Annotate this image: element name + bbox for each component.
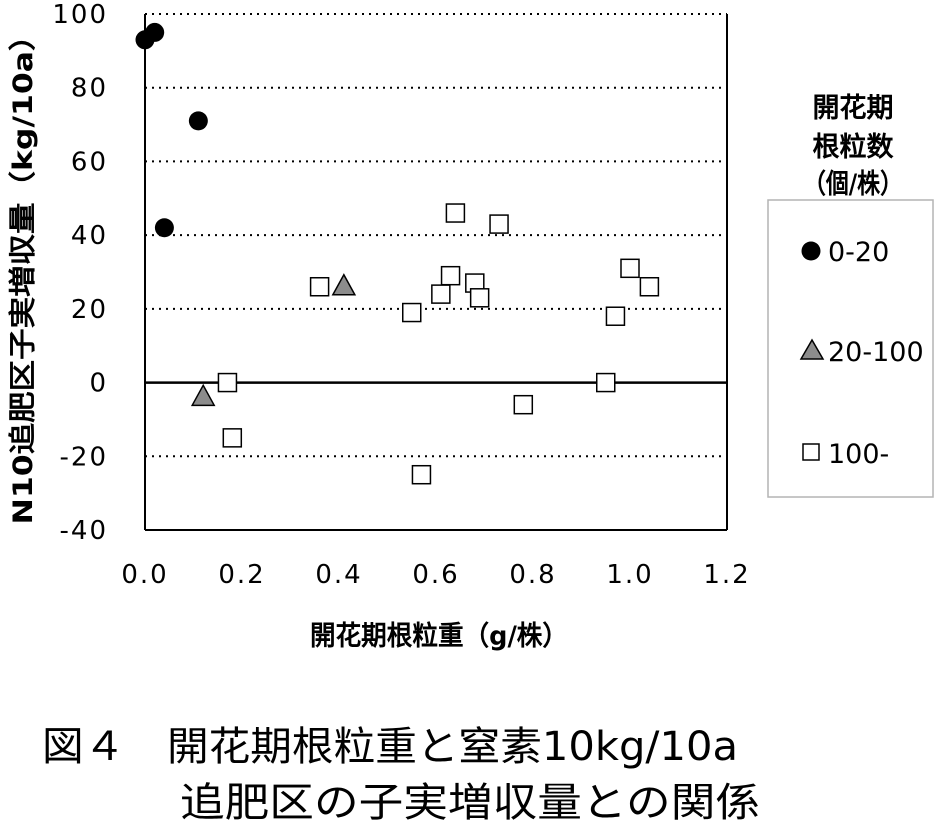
y-tick-label: 100 xyxy=(52,0,108,30)
x-tick-label: 1.2 xyxy=(703,560,750,590)
y-tick-label: 40 xyxy=(71,221,108,251)
legend-title-line: （個/株） xyxy=(803,169,903,200)
legend-box xyxy=(767,199,934,498)
x-tick-label: 0.0 xyxy=(121,560,168,590)
legend-square-marker xyxy=(802,443,820,461)
data-point-circle xyxy=(188,111,208,131)
data-point-triangle xyxy=(331,273,357,296)
x-tick-labels: 0.0 0.2 0.4 0.6 0.8 1.0 1.2 xyxy=(121,560,750,590)
data-point-square xyxy=(402,302,422,323)
data-point-circle xyxy=(145,22,165,42)
data-point-square xyxy=(489,214,509,234)
legend-triangle-marker xyxy=(799,338,825,360)
data-point-square xyxy=(309,276,330,297)
legend-item: 100- xyxy=(802,439,889,470)
plot-frame xyxy=(144,14,728,531)
data-point-square xyxy=(411,464,432,485)
y-tick-label: 20 xyxy=(71,295,108,325)
data-point-square xyxy=(440,265,461,286)
x-tick-label: 0.2 xyxy=(218,560,265,590)
data-point-square xyxy=(605,306,626,326)
legend-label: 20-100 xyxy=(828,337,924,368)
data-point-square xyxy=(445,203,466,223)
caption-line: 追肥区の子実増収量との関係 xyxy=(180,780,760,826)
x-tick-label: 1.0 xyxy=(606,560,653,590)
data-point-square xyxy=(596,372,616,393)
y-tick-label: 60 xyxy=(71,147,108,177)
legend-title-line: 根粒数 xyxy=(813,132,895,163)
x-tick-label: 0.8 xyxy=(509,560,556,590)
grid xyxy=(145,13,727,458)
legend-title-line: 開花期 xyxy=(813,93,894,124)
y-tick-label: -20 xyxy=(60,442,108,472)
y-axis-title: N10追肥区子実増収量（kg/10a） xyxy=(7,20,39,525)
caption-line: 図４ 開花期根粒重と窒素10kg/10a xyxy=(42,724,738,770)
y-tick-label: 80 xyxy=(71,74,108,104)
data-point-square xyxy=(431,284,451,304)
data-point-square xyxy=(513,394,534,415)
legend-item: 20-100 xyxy=(799,337,924,368)
x-tick-label: 0.6 xyxy=(412,560,459,590)
legend-circle-marker xyxy=(801,241,821,261)
data-point-square xyxy=(620,258,640,279)
legend-label: 100- xyxy=(828,439,889,470)
data-point-square xyxy=(222,428,243,448)
data-point-square xyxy=(469,288,490,308)
y-tick-labels: 100 80 60 40 20 0 -20 -40 xyxy=(52,0,108,546)
legend-item: 0-20 xyxy=(801,237,889,268)
data-point-square xyxy=(639,276,660,297)
data-points xyxy=(135,22,660,485)
x-axis-title: 開花期根粒重（g/株） xyxy=(310,621,568,652)
legend-label: 0-20 xyxy=(828,237,889,268)
legend: 開花期 根粒数 （個/株） 0-20 20-100 100- xyxy=(767,93,934,498)
x-tick-label: 0.4 xyxy=(315,560,362,590)
y-tick-label: -40 xyxy=(60,516,108,546)
figure-caption: 図４ 開花期根粒重と窒素10kg/10a 追肥区の子実増収量との関係 xyxy=(42,724,760,826)
data-point-triangle xyxy=(190,383,216,407)
data-point-square xyxy=(217,372,238,393)
y-tick-label: 0 xyxy=(89,369,108,399)
data-point-circle xyxy=(154,218,174,238)
